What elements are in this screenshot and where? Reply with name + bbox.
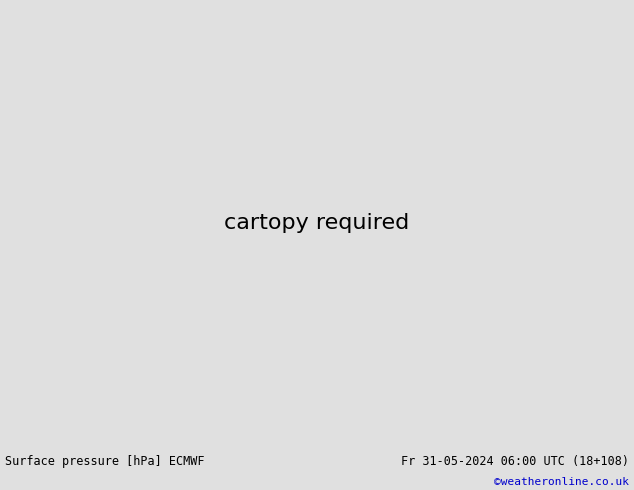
Text: ©weatheronline.co.uk: ©weatheronline.co.uk [494, 477, 629, 487]
Text: Surface pressure [hPa] ECMWF: Surface pressure [hPa] ECMWF [5, 455, 205, 468]
Text: Fr 31-05-2024 06:00 UTC (18+108): Fr 31-05-2024 06:00 UTC (18+108) [401, 455, 629, 468]
Text: cartopy required: cartopy required [224, 213, 410, 233]
